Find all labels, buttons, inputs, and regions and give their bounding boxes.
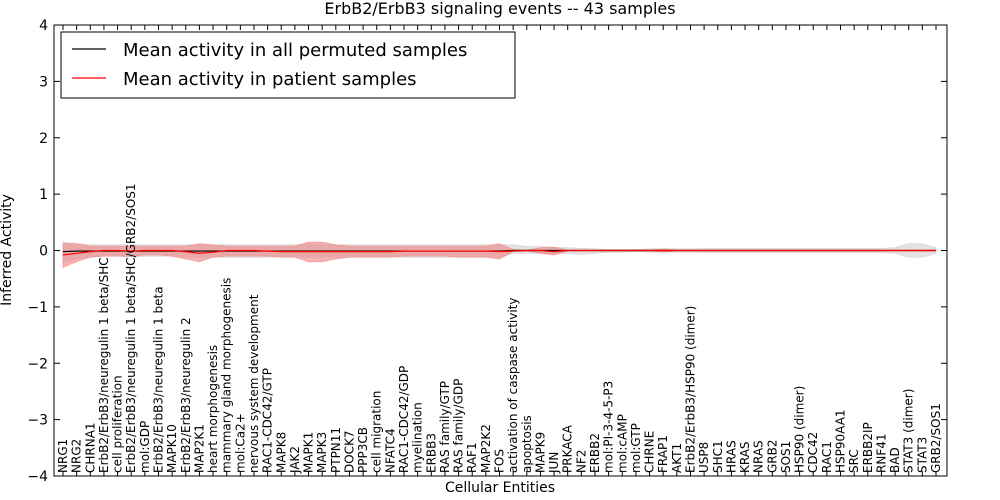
x-category-label: mol:GDP: [138, 421, 152, 473]
x-category-label: PTPN11: [329, 427, 343, 473]
x-category-label: mammary gland morphogenesis: [220, 278, 234, 473]
x-category-label: NRAS: [752, 440, 766, 473]
y-tick-label: −4: [27, 469, 48, 485]
x-category-label: heart morphogenesis: [206, 345, 220, 473]
x-category-label: ERBB3: [424, 433, 438, 473]
y-axis-ticks: −4 −3 −2 −1 0 1 2 3 4: [27, 18, 947, 485]
x-category-label: ErbB2/ErbB3/neuregulin 2: [179, 317, 193, 473]
y-tick-label: 2: [39, 131, 48, 147]
x-category-label: MAP2K2: [479, 424, 493, 473]
x-category-label: CHRNE: [643, 431, 657, 473]
x-category-label: JAK2: [288, 446, 302, 474]
x-category-label: mol:cAMP: [615, 414, 629, 473]
x-category-label: mol:Ca2+: [233, 413, 247, 473]
x-category-label: MAPK10: [165, 424, 179, 473]
line-patient: [62, 249, 936, 256]
x-category-label: KRAS: [738, 441, 752, 473]
x-category-label: cell proliferation: [111, 375, 125, 473]
x-category-label: PPP3CB: [356, 427, 370, 473]
x-category-label: ERBB2: [588, 433, 602, 473]
x-category-label: RNF41: [874, 434, 888, 474]
x-category-label: SHC1: [711, 440, 725, 473]
x-category-label: NF2: [574, 449, 588, 473]
y-axis-title: Inferred Activity: [0, 194, 15, 306]
x-category-label: ErbB2/ErbB3/neuregulin 1 beta/SHC/GRB2/S…: [124, 183, 138, 473]
x-category-label: GRB2/SOS1: [929, 403, 943, 473]
y-tick-label: 1: [39, 187, 48, 203]
x-axis-title: Cellular Entities: [445, 480, 555, 496]
x-category-label: BAD: [888, 447, 902, 473]
x-category-label: RAC1-CDC42/GDP: [397, 366, 411, 473]
x-category-label: cell migration: [370, 391, 384, 473]
x-category-label: mol:GTP: [629, 423, 643, 473]
x-category-label: CDC42: [806, 432, 820, 473]
x-category-label: MAPK3: [315, 432, 329, 473]
x-category-label: HRAS: [724, 440, 738, 473]
x-category-label: STAT3: [915, 437, 929, 473]
x-category-label: apoptosis: [520, 415, 534, 473]
x-category-label: HSP90AA1: [834, 409, 848, 473]
chart-title: ErbB2/ErbB3 signaling events -- 43 sampl…: [324, 0, 675, 18]
x-category-label: RAC1-CDC42/GTP: [261, 368, 275, 473]
x-category-label: ERBB2IP: [861, 422, 875, 473]
x-category-label: NRG1: [56, 439, 70, 473]
y-tick-label: 0: [39, 244, 48, 260]
y-tick-label: −1: [27, 300, 48, 316]
x-category-label: SRC: [847, 449, 861, 473]
y-tick-label: −2: [27, 356, 48, 372]
x-category-label: mol:PI-3-4-5-P3: [602, 381, 616, 473]
x-category-label: GRB2: [765, 439, 779, 473]
confidence-bands: [62, 241, 937, 268]
x-category-label: RAS family/GDP: [452, 379, 466, 473]
legend: Mean activity in all permuted samples Me…: [60, 31, 516, 99]
x-category-label: AKT1: [670, 443, 684, 473]
x-category-label: STAT3 (dimer): [902, 389, 916, 473]
x-category-label: nervous system development: [247, 294, 261, 473]
x-category-label: USP8: [697, 442, 711, 473]
x-category-label: NFATC4: [383, 428, 397, 473]
x-category-label: ErbB2/ErbB3/neuregulin 1 beta: [151, 286, 165, 473]
x-axis-labels: NRG1 NRG2 CHRNA1 ErbB2/ErbB3/neuregulin 1 b…: [56, 25, 943, 476]
x-category-label: JUN: [547, 452, 561, 474]
y-tick-label: 3: [39, 74, 48, 90]
x-category-label: RAC1: [820, 441, 834, 473]
x-category-label: ErbB2/ErbB3/neuregulin 1 beta/SHC: [97, 257, 111, 473]
y-tick-label: −3: [27, 413, 48, 429]
band-patient: [62, 241, 937, 268]
legend-label-patient: Mean activity in patient samples: [123, 69, 417, 90]
x-category-label: FOS: [493, 449, 507, 473]
x-category-label: MAPK8: [274, 432, 288, 473]
x-category-label: FRAP1: [656, 435, 670, 473]
y-tick-label: 4: [39, 18, 48, 34]
legend-box: [60, 31, 516, 99]
x-category-label: ErbB2/ErbB3/HSP90 (dimer): [683, 306, 697, 473]
x-category-label: PRKACA: [561, 424, 575, 473]
x-category-label: RAS family/GTP: [438, 381, 452, 473]
x-category-label: HSP90 (dimer): [793, 386, 807, 473]
x-category-label: MAP2K1: [192, 424, 206, 473]
x-category-label: activation of caspase activity: [506, 298, 520, 473]
x-category-label: DOCK7: [342, 430, 356, 473]
legend-label-permuted: Mean activity in all permuted samples: [123, 40, 467, 61]
x-category-label: CHRNA1: [83, 422, 97, 473]
x-category-label: NRG2: [70, 439, 84, 473]
x-category-label: MAPK9: [533, 432, 547, 473]
x-category-label: MAPK1: [302, 432, 316, 473]
series-lines: [62, 249, 936, 256]
x-category-label: myelination: [411, 402, 425, 473]
x-category-label: SOS1: [779, 441, 793, 473]
x-category-label: RAF1: [465, 442, 479, 473]
